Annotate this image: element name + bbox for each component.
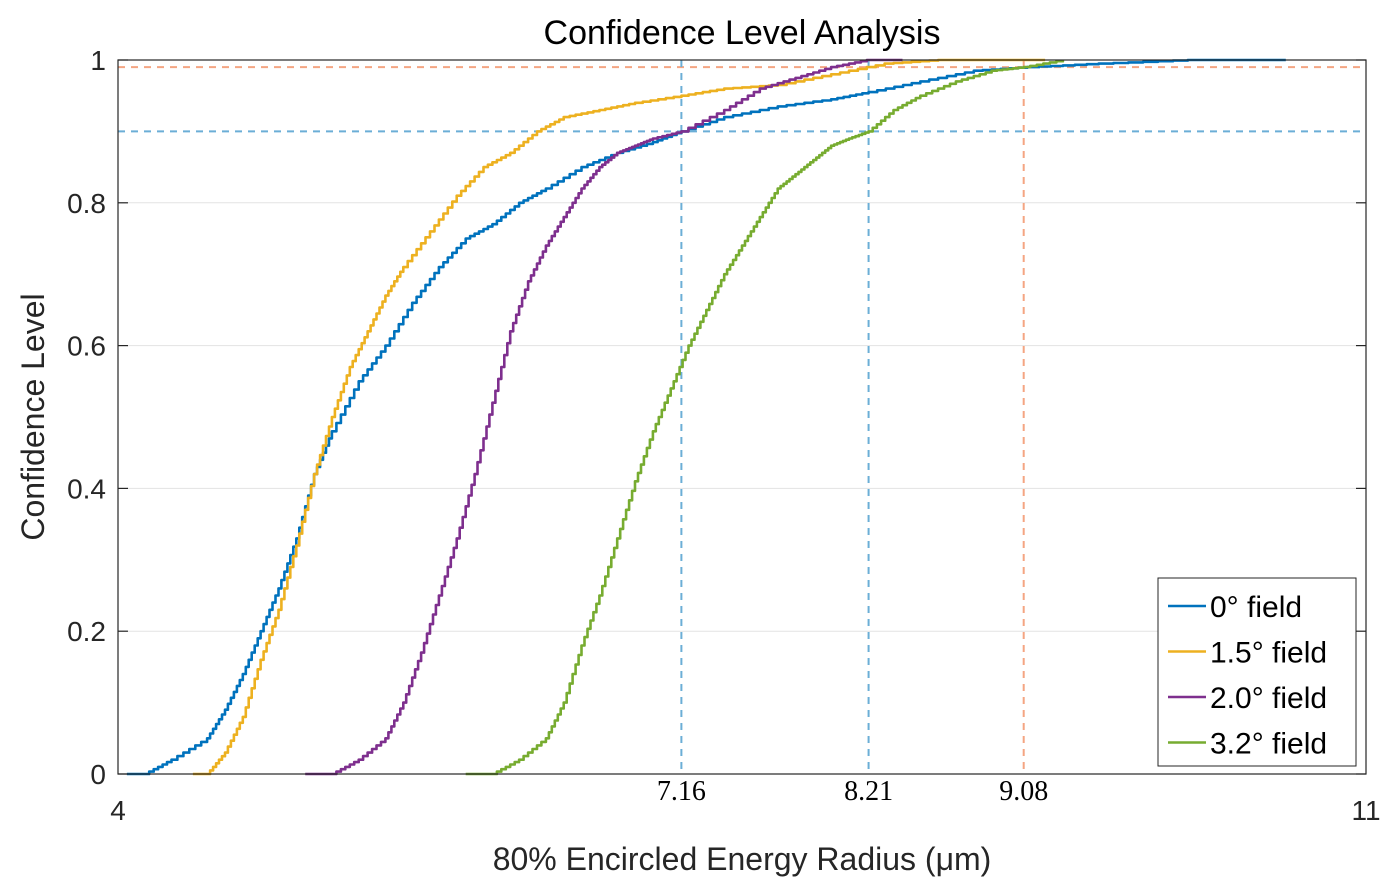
series-line-2 [305, 58, 903, 776]
reference-lines [118, 60, 1366, 774]
y-axis-label: Confidence Level [15, 293, 51, 540]
x-axis-label: 80% Encircled Energy Radius (μm) [493, 841, 992, 877]
series-line-1 [192, 58, 1046, 776]
reference-vline-label: 9.08 [999, 776, 1048, 807]
y-tick-label: 0.8 [67, 188, 106, 219]
reference-vline-label: 7.16 [657, 776, 706, 807]
y-tick-label: 0 [90, 759, 106, 790]
y-tick-label: 0.2 [67, 616, 106, 647]
legend-items: 0° field 1.5° field 2.0° field 3.2° field [1168, 591, 1327, 761]
legend-label: 0° field [1210, 591, 1302, 624]
y-tick-label: 1 [90, 45, 106, 76]
label-layer: 0 0.2 0.4 0.6 0.8 1 4 11 7.16 8.21 9.08 [67, 45, 1380, 826]
x-tick-label: 11 [1351, 795, 1380, 826]
series-layer [126, 58, 1286, 776]
series-line-0 [126, 58, 1286, 776]
legend-box [1157, 577, 1357, 767]
y-tick-label: 0.4 [67, 473, 106, 504]
chart-title: Confidence Level Analysis [544, 14, 941, 52]
y-tick-label: 0.6 [67, 331, 106, 362]
legend-label: 3.2° field [1210, 728, 1327, 761]
tick-layer [118, 59, 1366, 775]
reference-vline-label: 8.21 [844, 776, 893, 807]
series-line-3 [465, 59, 1065, 776]
legend-label: 1.5° field [1210, 637, 1327, 670]
legend: 0° field 1.5° field 2.0° field 3.2° field [1157, 577, 1357, 767]
plot-frame [117, 59, 1367, 775]
legend-label: 2.0° field [1210, 682, 1327, 715]
x-tick-label: 4 [110, 795, 126, 826]
